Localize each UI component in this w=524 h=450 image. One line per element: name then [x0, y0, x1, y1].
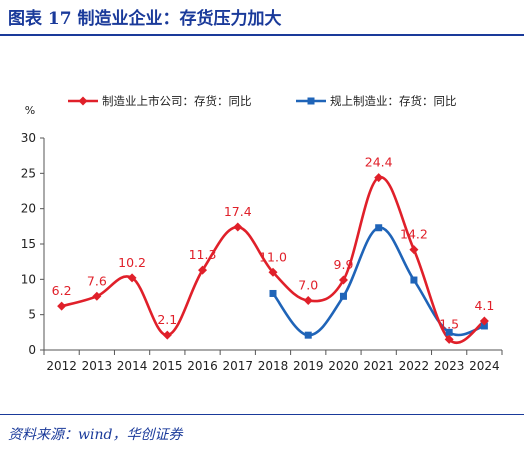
data-point-diamond: [162, 330, 172, 340]
x-tick-label: 2012: [46, 359, 77, 373]
chart-legend: 制造业上市公司：存货：同比 规上制造业：存货：同比: [68, 94, 457, 108]
data-point-diamond: [409, 245, 419, 255]
y-tick-label: 5: [28, 308, 36, 322]
legend-swatch-marker: [307, 97, 315, 105]
x-tick-label: 2020: [328, 359, 359, 373]
title-rule: [0, 34, 524, 36]
x-tick-label: 2022: [399, 359, 430, 373]
source-note: 资料来源：wind，华创证券: [8, 427, 183, 443]
y-tick-label: 25: [21, 166, 36, 180]
data-point-diamond: [479, 316, 489, 326]
x-tick-label: 2014: [117, 359, 148, 373]
data-point-diamond: [127, 273, 137, 283]
line-chart: 制造业上市公司：存货：同比 规上制造业：存货：同比 % 051015202530 …: [21, 94, 503, 373]
y-axis: 0 5 10 15 20 25 30: [21, 131, 45, 357]
x-tick-label: 2018: [258, 359, 289, 373]
data-label: 4.1: [474, 298, 494, 313]
y-tick-label: 15: [21, 237, 36, 251]
x-tick-label: 2017: [222, 359, 253, 373]
data-point-square: [410, 276, 418, 284]
data-label: 11.0: [259, 249, 287, 264]
data-label: 14.2: [400, 227, 428, 242]
data-point-square: [445, 328, 453, 336]
data-label: 17.4: [224, 204, 252, 219]
data-point-diamond: [233, 222, 243, 232]
y-tick-label: 20: [21, 202, 36, 216]
x-tick-label: 2015: [152, 359, 183, 373]
data-point-square: [480, 322, 488, 330]
data-label: 10.2: [118, 255, 146, 270]
y-axis-label: %: [25, 104, 35, 117]
x-tick-label: 2019: [293, 359, 324, 373]
data-point-diamond: [198, 265, 208, 275]
data-label: 2.1: [157, 312, 177, 327]
data-point-diamond: [444, 334, 454, 344]
data-label: 24.4: [365, 155, 393, 170]
data-label: 9.9: [334, 257, 354, 272]
footer-rule: [0, 414, 524, 415]
series-markers: [57, 173, 489, 344]
x-tick-label: 2023: [434, 359, 465, 373]
x-tick-label: 2016: [187, 359, 218, 373]
x-tick-label: 2024: [469, 359, 500, 373]
data-label: 11.3: [189, 247, 217, 262]
figure-title: 图表 17 制造业企业：存货压力加大: [8, 9, 282, 29]
data-point-square: [339, 292, 347, 300]
data-point-diamond: [303, 296, 313, 306]
legend-label: 规上制造业：存货：同比: [330, 94, 457, 108]
y-tick-label: 0: [28, 343, 36, 357]
legend-swatch-marker: [78, 96, 88, 106]
y-tick-label: 10: [21, 272, 36, 286]
x-tick-label: 2013: [82, 359, 113, 373]
data-labels: 6.2 7.6 10.2 2.1 11.3 17.4 11.0 7.0 9.9 24.4 14.2 1…: [52, 155, 495, 332]
data-label: 7.0: [298, 278, 318, 293]
data-point-diamond: [268, 267, 278, 277]
data-label: 6.2: [52, 283, 72, 298]
x-axis: 2012 2013 2014 2015 2016 2017 2018 2019 2020 2021…: [43, 349, 503, 373]
data-point-square: [375, 224, 383, 232]
data-point-diamond: [57, 301, 67, 311]
y-tick-label: 30: [21, 131, 36, 145]
x-tick-label: 2021: [363, 359, 394, 373]
data-point-square: [269, 289, 277, 297]
data-point-diamond: [338, 275, 348, 285]
legend-label: 制造业上市公司：存货：同比: [102, 94, 252, 108]
data-label: 1.5: [439, 316, 459, 331]
data-label: 7.6: [87, 273, 107, 288]
data-point-square: [304, 331, 312, 339]
data-point-diamond: [92, 291, 102, 301]
data-point-diamond: [374, 173, 384, 183]
